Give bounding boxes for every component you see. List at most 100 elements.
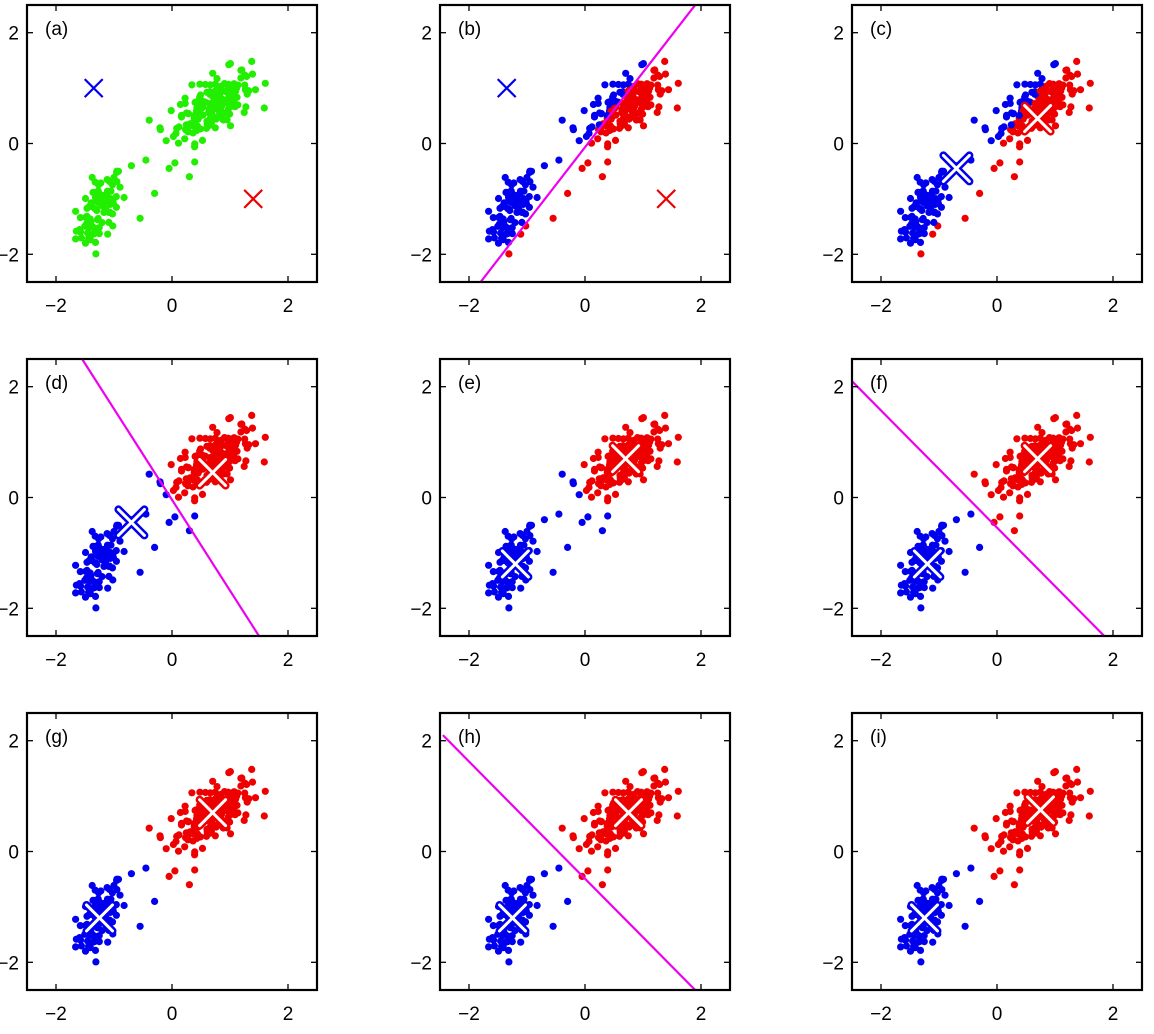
x-tick-label: 2 [696,1004,707,1025]
data-point [489,226,497,234]
data-point [261,79,269,87]
data-point [1013,435,1021,443]
x-tick-label: 2 [283,296,294,317]
data-point [248,70,257,78]
data-point [1085,812,1093,820]
data-point [920,535,928,543]
data-point [1055,435,1063,443]
data-point [595,829,603,837]
data-point [94,552,102,560]
data-point [619,789,627,797]
data-point [1000,831,1008,839]
data-point [87,555,95,564]
data-point [930,531,939,540]
centroid-cluster1-marker [496,78,517,98]
x-tick-label: −2 [45,650,67,671]
data-point [981,834,990,842]
data-point [81,548,90,557]
data-point [916,238,925,246]
data-point [248,424,257,432]
data-point [174,847,183,855]
data-point [540,870,549,878]
panel-h: −2 0 2 −2 0 2 (h) [410,711,732,1025]
data-point [1051,414,1059,422]
data-point [1048,116,1056,124]
data-point [589,454,598,463]
data-point [650,66,658,74]
x-tick-label: −2 [458,650,480,671]
data-point [643,81,651,89]
data-point [489,568,497,576]
data-point [1073,70,1082,78]
data-point [151,189,159,197]
panel-c: −2 0 2 −2 0 2 (c) [822,3,1144,317]
data-point [929,584,937,592]
data-point [1073,57,1081,65]
data-point [919,214,927,223]
data-point [76,226,84,234]
data-point [622,423,630,431]
data-point [624,441,632,449]
data-point [1068,444,1076,452]
data-point [1049,459,1058,467]
data-point [120,547,128,556]
data-point [933,210,942,218]
data-point [171,159,179,167]
data-point [938,886,946,894]
data-point [242,811,250,819]
data-point [105,177,114,186]
data-point [485,589,493,597]
data-point [1051,476,1060,484]
data-point [91,224,99,232]
data-point [1049,84,1057,92]
centroid-cluster2-marker [195,455,230,490]
data-point [938,167,946,175]
data-point [489,580,497,588]
data-point [928,541,937,549]
data-point [639,110,647,118]
x-tick-label: 2 [696,296,707,317]
data-point [76,922,84,930]
data-point [193,830,202,838]
data-point [1068,780,1076,789]
centroid-cluster2-marker [656,189,676,209]
data-point [992,815,1000,823]
data-point [961,214,969,222]
data-point [261,433,269,441]
data-point [505,250,513,258]
data-point [915,584,924,592]
data-point [929,230,937,238]
data-point [656,90,664,98]
data-point [196,434,204,442]
panel-e: −2 0 2 −2 0 2 (e) [410,357,732,671]
data-point [910,942,918,950]
data-point [145,470,153,478]
data-point [917,604,925,612]
axes-frame [850,357,1144,638]
y-tick-label: 0 [8,843,19,864]
data-point [604,143,612,151]
data-point [206,81,214,89]
data-point [990,164,998,172]
data-point [598,881,607,889]
data-point [501,527,509,536]
data-point [511,192,520,200]
data-point [917,250,925,258]
data-point [913,527,921,536]
data-point [226,830,235,838]
x-tick-label: 0 [167,650,178,671]
data-point [103,895,112,903]
y-tick-label: −2 [822,953,844,974]
data-point [230,435,238,443]
data-point [242,457,250,465]
data-point [930,177,939,186]
data-point [191,866,199,874]
data-point [213,95,221,103]
data-point [594,135,602,143]
y-tick-label: 0 [8,135,19,156]
data-point [945,193,953,202]
data-point [630,86,638,94]
data-point [174,493,183,501]
data-point [193,122,202,130]
data-point [941,891,949,899]
